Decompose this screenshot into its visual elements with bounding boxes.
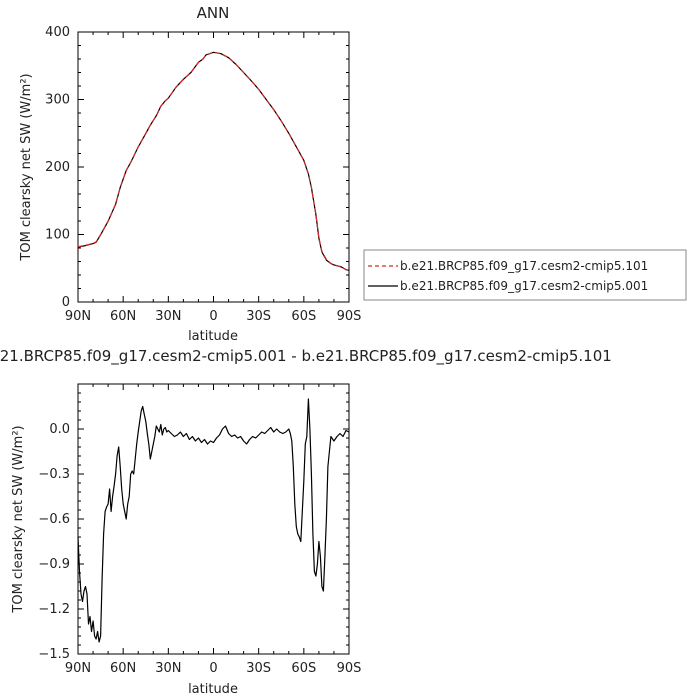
top-x-tick-label: 30N xyxy=(155,309,181,324)
bottom-x-tick-label: 90S xyxy=(337,661,362,676)
bottom-series-group xyxy=(77,398,350,643)
legend-box xyxy=(363,249,687,301)
top-x-tick-label: 90N xyxy=(65,309,91,324)
bottom-series-line-0 xyxy=(77,398,350,643)
bottom-x-tick-label: 30S xyxy=(246,661,271,676)
bottom-y-tick-label: −0.9 xyxy=(38,557,70,572)
top-x-tick-label: 90S xyxy=(337,309,362,324)
bottom-x-tick-label: 90N xyxy=(65,661,91,676)
top-series-group xyxy=(77,51,350,271)
top-plot-frame xyxy=(77,31,350,303)
bottom-y-tick-label: −1.2 xyxy=(38,602,70,617)
legend-label-series-001: b.e21.BRCP85.f09_g17.cesm2-cmip5.001 xyxy=(400,279,648,293)
bottom-y-tick-label: −1.5 xyxy=(38,647,70,662)
bottom-axis-ticks: 90N 60N 30N 0 30S 60S 90S −1.5 −1.2 −0.9 −0.6 −0.3 0… xyxy=(38,383,362,676)
bottom-x-tick-label: 60N xyxy=(110,661,136,676)
bottom-chart: b.e21.BRCP85.f09_g17.cesm2-cmip5.001 - b… xyxy=(0,347,612,697)
top-x-tick-label: 30S xyxy=(246,309,271,324)
top-y-tick-label: 200 xyxy=(45,160,70,175)
top-chart-title: ANN xyxy=(197,4,230,22)
top-series-line-0 xyxy=(77,51,350,271)
bottom-y-tick-label: 0.0 xyxy=(49,422,70,437)
legend-label-series-101: b.e21.BRCP85.f09_g17.cesm2-cmip5.101 xyxy=(400,259,648,273)
top-y-tick-label: 400 xyxy=(45,25,70,40)
bottom-x-axis-label: latitude xyxy=(188,682,238,697)
top-x-tick-label: 0 xyxy=(209,309,217,324)
bottom-y-tick-label: −0.3 xyxy=(38,467,70,482)
top-y-tick-label: 0 xyxy=(62,295,70,310)
bottom-x-tick-label: 60S xyxy=(291,661,316,676)
bottom-x-tick-label: 30N xyxy=(155,661,181,676)
top-x-tick-label: 60S xyxy=(291,309,316,324)
top-y-tick-label: 300 xyxy=(45,93,70,108)
top-y-tick-label: 100 xyxy=(45,228,70,243)
top-x-tick-label: 60N xyxy=(110,309,136,324)
bottom-y-tick-label: −0.6 xyxy=(38,512,70,527)
bottom-y-axis-label: TOM clearsky net SW (W/m²) xyxy=(11,425,26,613)
bottom-plot-frame xyxy=(77,383,350,655)
top-series-line-1 xyxy=(77,51,350,271)
top-y-axis-label: TOM clearsky net SW (W/m²) xyxy=(19,73,34,261)
top-chart: ANN 90N 60N 30N 0 30S 60S 90S 0 100 200 300 400 lat… xyxy=(19,4,361,344)
bottom-chart-title: b.e21.BRCP85.f09_g17.cesm2-cmip5.001 - b… xyxy=(0,347,612,366)
bottom-x-tick-label: 0 xyxy=(209,661,217,676)
top-x-axis-label: latitude xyxy=(188,329,238,344)
legend: b.e21.BRCP85.f09_g17.cesm2-cmip5.101 b.e… xyxy=(363,249,687,301)
top-axis-ticks: 90N 60N 30N 0 30S 60S 90S 0 100 200 300 400 xyxy=(45,25,361,324)
